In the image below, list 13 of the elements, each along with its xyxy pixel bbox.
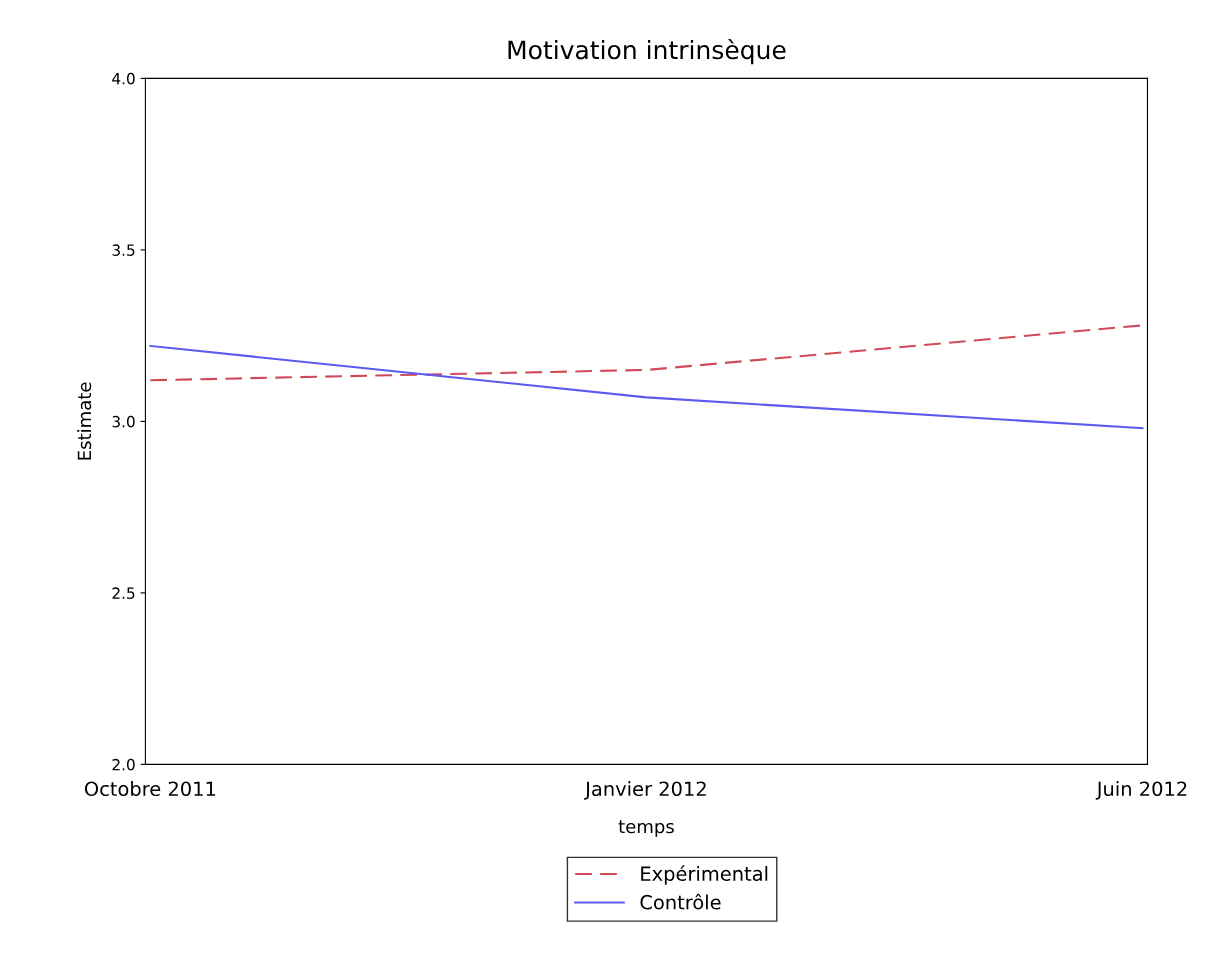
- chart-title: Motivation intrinsèque: [508, 38, 786, 65]
- legend-label: Expérimental: [641, 865, 768, 885]
- y-tick-label: 2.5: [112, 587, 135, 599]
- legend-label: Contrôle: [640, 893, 721, 910]
- y-tick-label: 2.0: [112, 758, 135, 771]
- x-axis-title: temps: [618, 820, 674, 837]
- y-tick-label: 3.5: [112, 244, 135, 256]
- y-tick-label: 3.0: [112, 415, 135, 428]
- x-tick-label: Juin 2012: [1095, 781, 1187, 800]
- y-tick-label: 4.0: [112, 72, 135, 85]
- x-tick-label: Janvier 2012: [584, 781, 706, 800]
- x-tick-label: Octobre 2011: [84, 781, 216, 797]
- y-axis-title: Estimate: [77, 382, 92, 460]
